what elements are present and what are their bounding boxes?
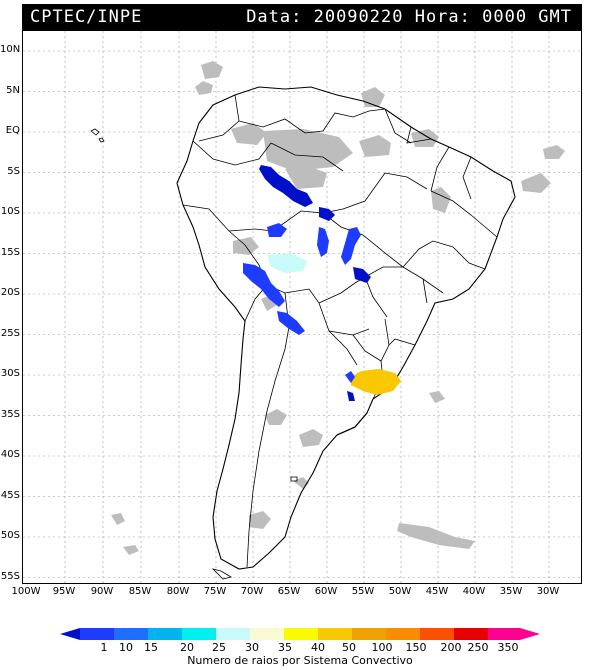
colorbar-cell-12	[454, 628, 488, 640]
lat-label-20s: 20S	[0, 287, 20, 298]
colorbar	[60, 628, 540, 640]
colorbar-label-1: 1	[100, 641, 108, 654]
colorbar-label-10: 10	[119, 641, 133, 654]
colorbar-label-40: 40	[311, 641, 325, 654]
lat-label-55s: 55S	[0, 571, 20, 582]
colorbar-label-30: 30	[245, 641, 259, 654]
colorbar-cell-3	[148, 628, 182, 640]
lon-label-75w: 75W	[203, 586, 227, 597]
graticule	[23, 31, 581, 583]
coast-overlay	[336, 412, 368, 436]
lat-label-45s: 45S	[0, 490, 20, 501]
lat-label-35s: 35S	[0, 409, 20, 420]
colorbar-cell-2	[114, 628, 148, 640]
colorbar-label-200: 200	[440, 641, 462, 654]
lon-label-35w: 35W	[499, 586, 523, 597]
lat-label-15s: 15S	[0, 247, 20, 258]
colorbar-title: Numero de raios por Sistema Convectivo	[187, 654, 413, 667]
colorbar-label-250: 250	[467, 641, 489, 654]
lat-label-10n: 10N	[0, 44, 21, 55]
lat-label-eq: EQ	[5, 125, 20, 136]
colorbar-label-350: 350	[497, 641, 519, 654]
colorbar-cell-10	[386, 628, 420, 640]
header-date-time: Data: 20090220 Hora: 0000 GMT	[246, 7, 572, 27]
colorbar-cell-6	[250, 628, 284, 640]
lon-label-85w: 85W	[128, 586, 152, 597]
lon-label-60w: 60W	[314, 586, 338, 597]
lon-label-70w: 70W	[240, 586, 264, 597]
lon-label-95w: 95W	[52, 586, 76, 597]
map-header: CPTEC/INPE Data: 20090220 Hora: 0000 GMT	[22, 4, 582, 30]
lon-label-80w: 80W	[166, 586, 190, 597]
lon-label-65w: 65W	[277, 586, 301, 597]
colorbar-label-150: 150	[405, 641, 427, 654]
lat-label-30s: 30S	[0, 368, 20, 379]
colorbar-cell-13	[488, 628, 540, 640]
colorbar-label-35: 35	[278, 641, 292, 654]
colorbar-label-20: 20	[180, 641, 194, 654]
colorbar-cell-5	[216, 628, 250, 640]
colorbar-cell-7	[284, 628, 318, 640]
colorbar-label-50: 50	[342, 641, 356, 654]
colorbar-cell-9	[352, 628, 386, 640]
lat-label-50s: 50S	[0, 530, 20, 541]
lat-label-5s: 5S	[7, 166, 20, 177]
lat-label-10s: 10S	[0, 206, 20, 217]
lat-label-5n: 5N	[6, 85, 20, 96]
lon-label-50w: 50W	[388, 586, 412, 597]
colorbar-cell-11	[420, 628, 454, 640]
colorbar-label-15: 15	[144, 641, 158, 654]
map-canvas	[23, 31, 581, 583]
lon-label-40w: 40W	[462, 586, 486, 597]
colorbar-label-100: 100	[371, 641, 393, 654]
header-source: CPTEC/INPE	[30, 7, 143, 27]
lon-label-90w: 90W	[90, 586, 114, 597]
colorbar-cell-1	[80, 628, 114, 640]
colorbar-cell-0	[60, 628, 80, 640]
lon-label-55w: 55W	[351, 586, 375, 597]
islands	[90, 128, 298, 580]
lon-label-30w: 30W	[536, 586, 560, 597]
lightning-map	[22, 30, 582, 584]
colorbar-label-25: 25	[212, 641, 226, 654]
colorbar-cell-8	[318, 628, 352, 640]
lat-label-40s: 40S	[0, 449, 20, 460]
lon-label-45w: 45W	[425, 586, 449, 597]
lightning-systems	[243, 165, 401, 401]
lon-label-100w: 100W	[11, 586, 41, 597]
lat-label-25s: 25S	[0, 328, 20, 339]
colorbar-cell-4	[182, 628, 216, 640]
